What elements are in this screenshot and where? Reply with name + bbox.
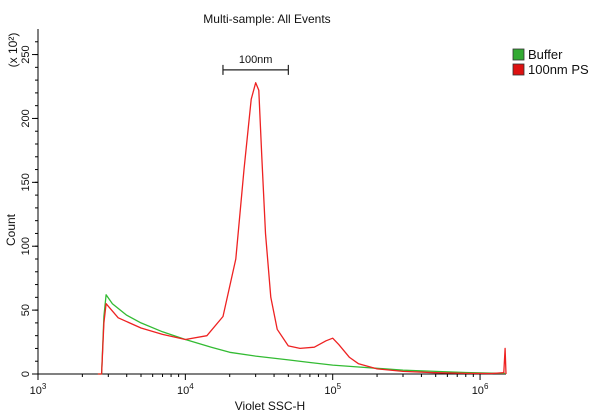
plot-area: 0 50 100 150 200 250 103 104 105 106 100nm bbox=[20, 29, 507, 397]
y-tick-label: 150 bbox=[20, 173, 32, 191]
legend-swatch bbox=[512, 48, 525, 61]
x-tick-label: 105 bbox=[324, 382, 341, 397]
legend-swatch bbox=[512, 63, 525, 76]
series-line-100nm-ps bbox=[97, 82, 507, 375]
series-line-buffer bbox=[97, 294, 506, 375]
y-axis-multiplier: (x 10²) bbox=[6, 33, 20, 68]
legend-label: Buffer bbox=[528, 47, 563, 62]
legend-label: 100nm PS bbox=[528, 62, 589, 77]
y-tick-label: 100 bbox=[20, 237, 32, 255]
x-tick-label: 104 bbox=[177, 382, 194, 397]
y-tick-label: 50 bbox=[20, 304, 32, 316]
x-axis-label: Violet SSC-H bbox=[235, 399, 305, 413]
y-tick-label: 250 bbox=[20, 45, 32, 63]
annotation-label: 100nm bbox=[239, 54, 273, 66]
y-tick-label: 0 bbox=[20, 371, 32, 377]
y-axis-label: Count bbox=[4, 213, 18, 246]
chart-title: Multi-sample: All Events bbox=[203, 12, 330, 26]
x-tick-label: 103 bbox=[30, 382, 47, 397]
y-tick-label: 200 bbox=[20, 109, 32, 127]
x-tick-label: 106 bbox=[472, 382, 489, 397]
